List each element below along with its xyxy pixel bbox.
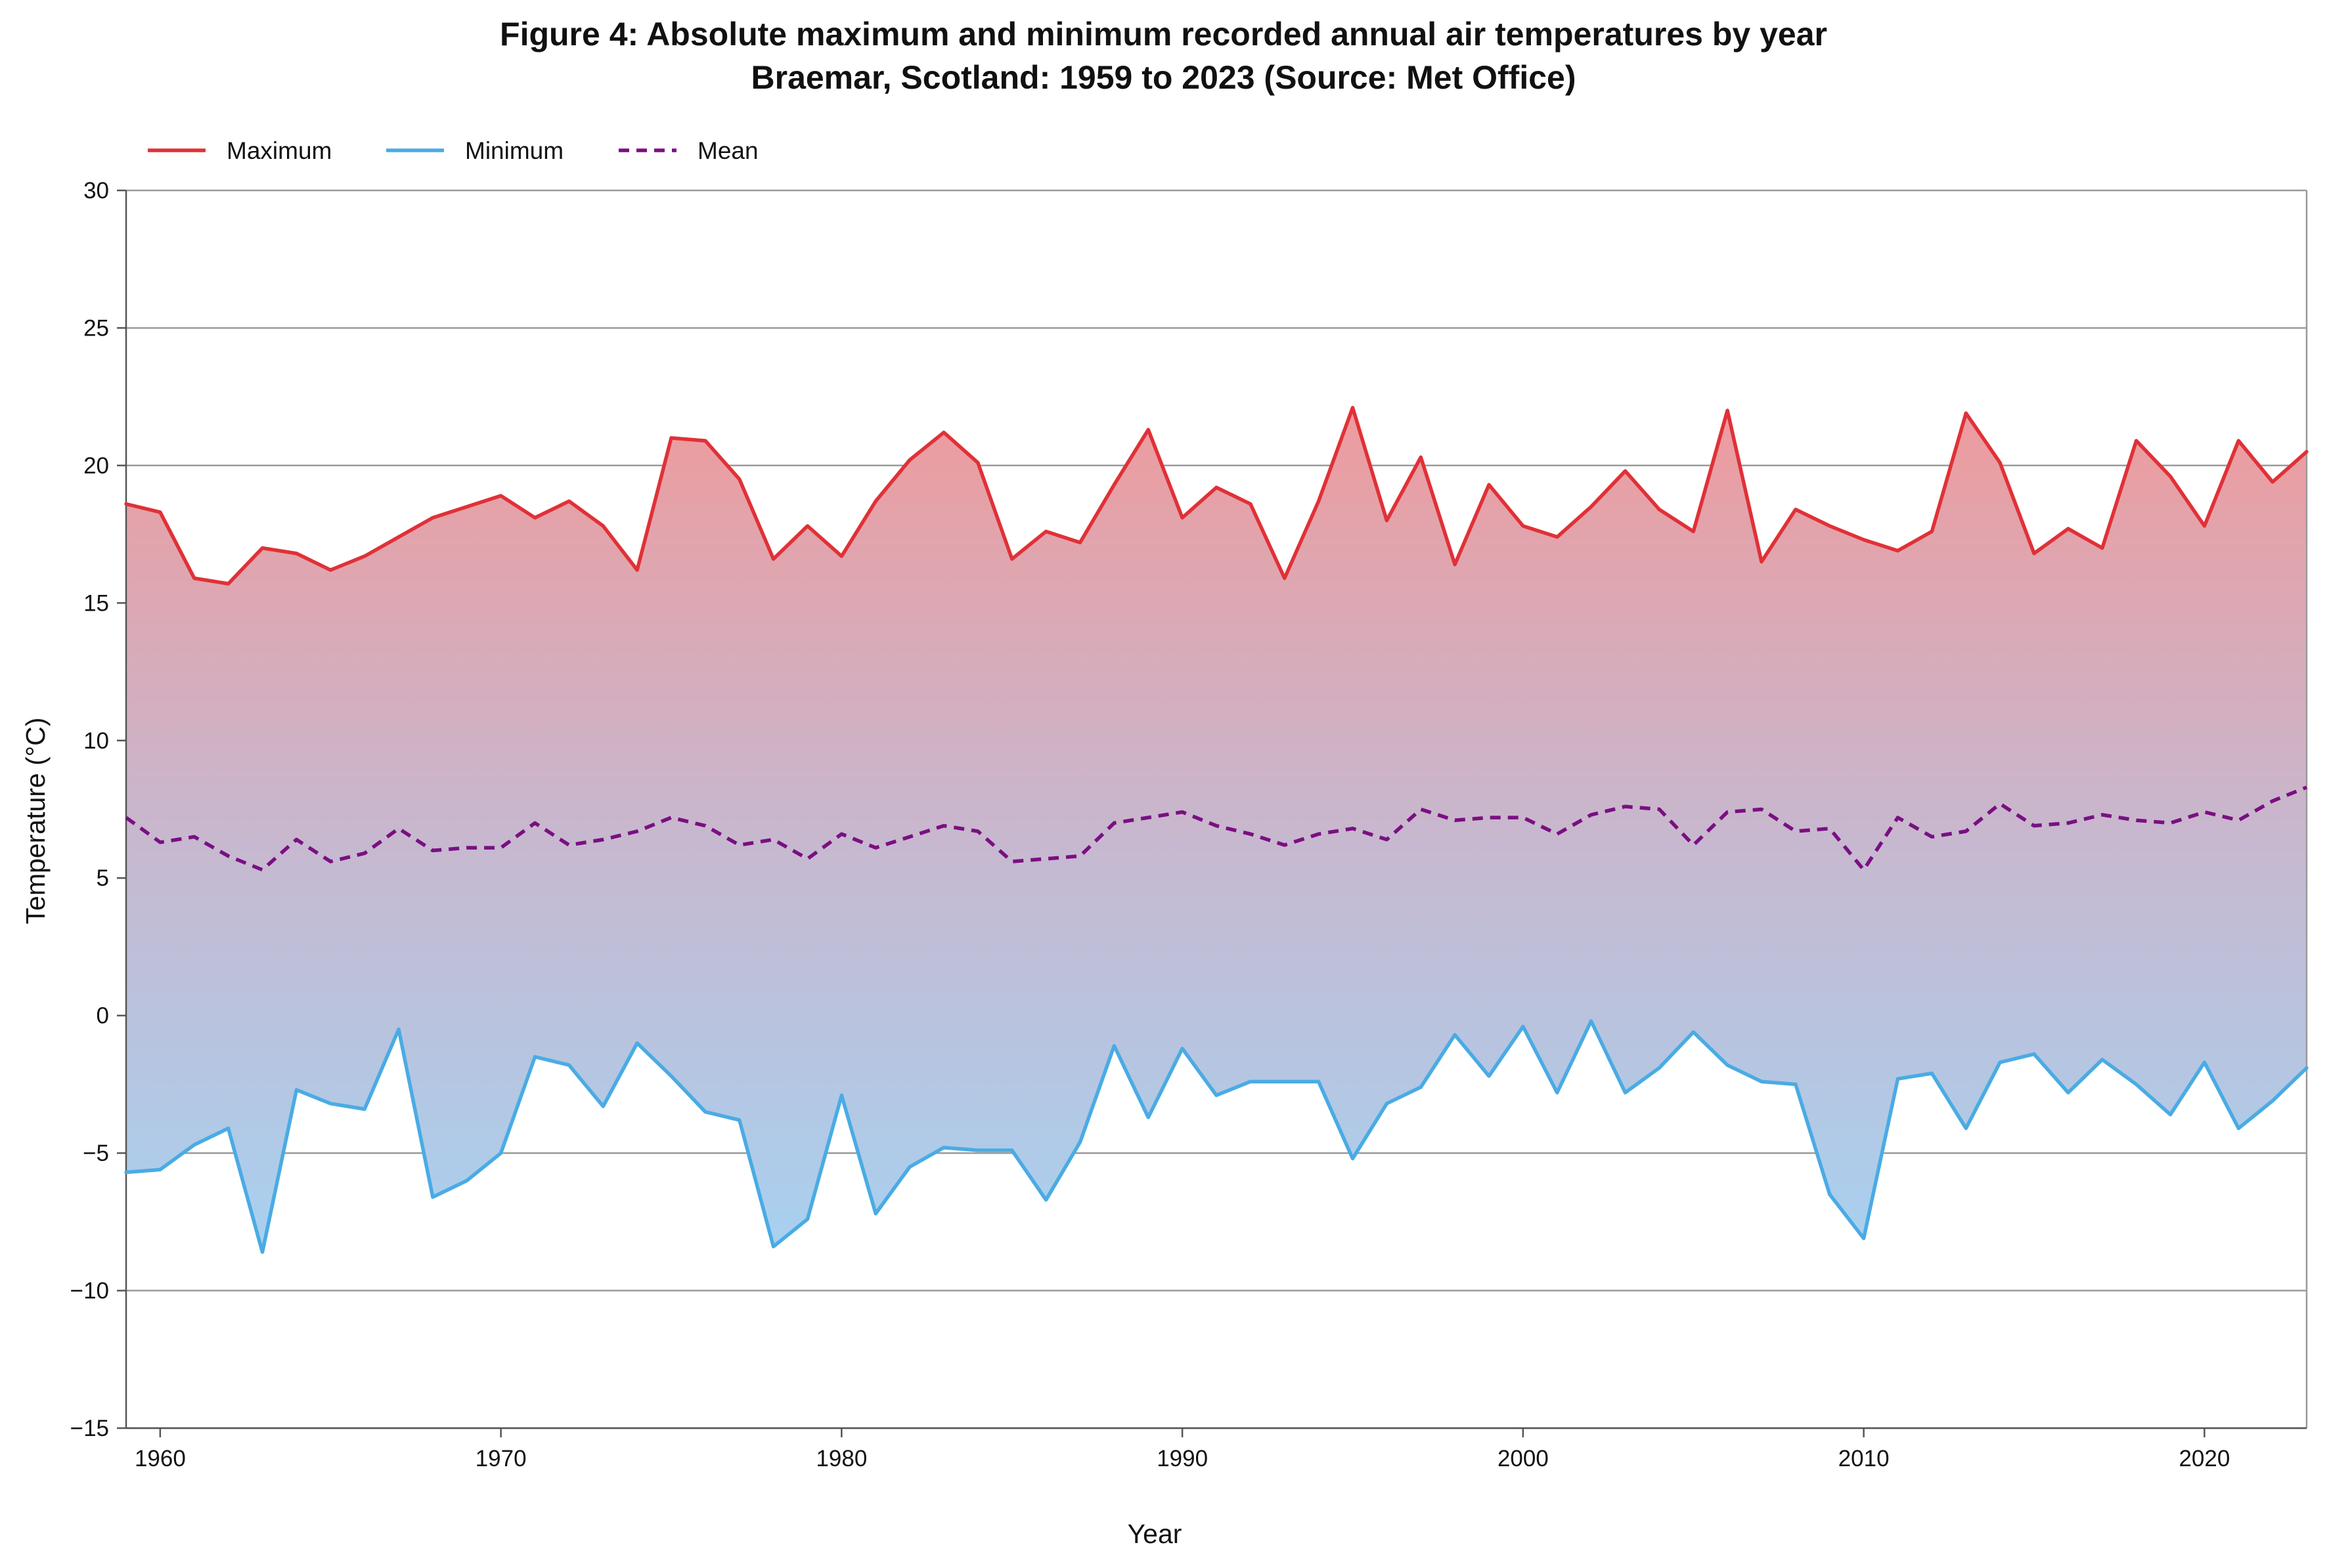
y-tick-label: 10 [83,728,109,754]
series-lines [124,406,2309,1254]
x-tick-label: 1970 [476,1446,527,1471]
series-line-maximum [124,406,2309,586]
legend-label-mean: Mean [698,137,759,164]
series-line-minimum [124,1019,2309,1254]
chart-subtitle: Braemar, Scotland: 1959 to 2023 (Source:… [751,59,1576,96]
legend-label-minimum: Minimum [465,137,564,164]
x-tick-label: 1980 [816,1446,867,1471]
x-tick-label: 2000 [1497,1446,1549,1471]
series-line-mean [125,785,2308,872]
y-tick-label: −5 [83,1141,109,1166]
x-axis-title: Year [1128,1519,1182,1549]
y-axis-title: Temperature (°C) [20,718,51,925]
y-tick-label: −15 [70,1416,109,1441]
x-tick-label: 1990 [1157,1446,1208,1471]
y-tick-label: 15 [83,590,109,616]
axes: −15 −10 −5 0 5 10 15 20 25 30 1960 1970 1980 1990 2000… [70,178,2308,1471]
y-tick-label: 0 [97,1003,109,1029]
legend: Maximum Minimum Mean [148,137,759,164]
x-tick-label: 2010 [1838,1446,1890,1471]
chart-title: Figure 4: Absolute maximum and minimum r… [500,16,1827,53]
max-min-band [126,407,2307,1252]
x-tick-label: 1960 [135,1446,186,1471]
y-tick-label: 25 [83,315,109,341]
y-tick-label: −10 [70,1278,109,1304]
y-tick-label: 20 [83,453,109,479]
y-tick-label: 5 [97,865,109,891]
legend-label-maximum: Maximum [227,137,332,164]
y-tick-label: 30 [83,178,109,204]
x-tick-label: 2020 [2179,1446,2230,1471]
